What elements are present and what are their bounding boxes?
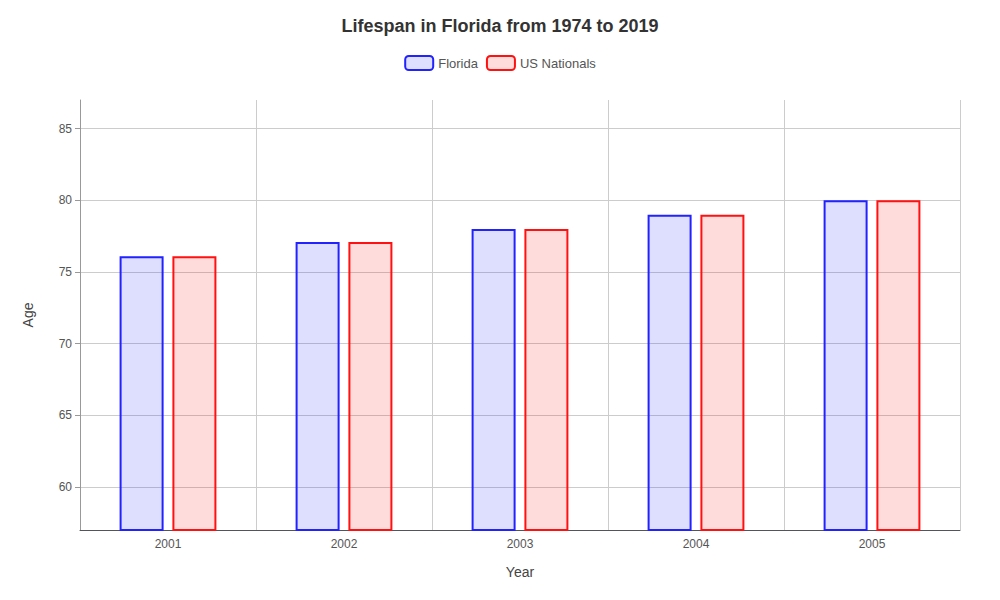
svg-text:Florida: Florida (438, 56, 479, 71)
svg-text:60: 60 (59, 480, 73, 494)
svg-text:Age: Age (20, 302, 36, 327)
svg-text:80: 80 (59, 193, 73, 207)
svg-text:Lifespan in Florida from 1974: Lifespan in Florida from 1974 to 2019 (341, 16, 658, 36)
svg-text:2004: 2004 (683, 537, 710, 551)
svg-text:2003: 2003 (507, 537, 534, 551)
svg-text:2001: 2001 (155, 537, 182, 551)
svg-text:70: 70 (59, 337, 73, 351)
svg-text:2002: 2002 (331, 537, 358, 551)
svg-text:85: 85 (59, 122, 73, 136)
svg-text:65: 65 (59, 408, 73, 422)
svg-text:2005: 2005 (859, 537, 886, 551)
svg-text:US Nationals: US Nationals (520, 56, 596, 71)
svg-text:Year: Year (506, 564, 535, 580)
svg-text:75: 75 (59, 265, 73, 279)
